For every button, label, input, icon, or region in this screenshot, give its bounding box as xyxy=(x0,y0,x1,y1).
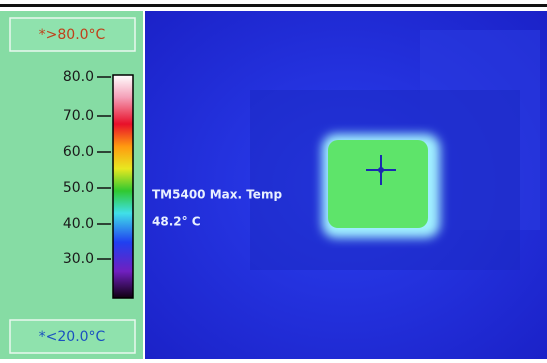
under-label: *<20.0°C xyxy=(39,329,106,345)
tick-label: 50.0 xyxy=(63,180,94,196)
overlay-title: TM5400 Max. Temp xyxy=(152,188,282,202)
crosshair-center xyxy=(378,167,384,173)
over-label: *>80.0°C xyxy=(39,27,106,43)
overlay-value: 48.2° C xyxy=(152,215,201,229)
page: *>80.0°C *<20.0°C 80.0 70.0 60.0 50.0 40.0 30… xyxy=(0,0,547,359)
thermal-viewer: *>80.0°C *<20.0°C 80.0 70.0 60.0 50.0 40.0 30… xyxy=(0,0,547,359)
hotspot xyxy=(328,140,428,228)
top-rule xyxy=(0,4,547,7)
colorbar xyxy=(113,75,133,298)
tick-label: 80.0 xyxy=(63,69,94,85)
tick-label: 30.0 xyxy=(63,251,94,267)
tick-label: 60.0 xyxy=(63,144,94,160)
tick-label: 70.0 xyxy=(63,108,94,124)
tick-label: 40.0 xyxy=(63,216,94,232)
